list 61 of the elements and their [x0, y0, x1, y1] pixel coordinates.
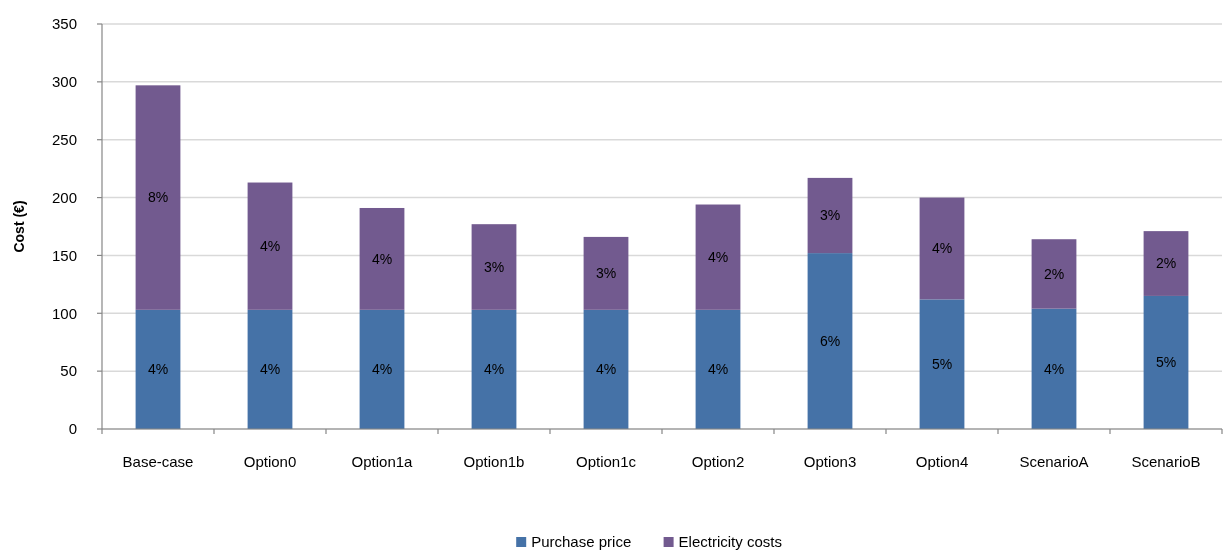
annotation: 4% [259, 238, 281, 255]
bar [135, 309, 181, 429]
bar [695, 204, 741, 310]
bar [1143, 231, 1189, 296]
x-tick-label: Base-case [122, 453, 194, 470]
bar [919, 197, 965, 300]
y-tick-label: 50 [60, 362, 77, 380]
annotation: 4% [483, 361, 505, 378]
y-axis-title: Cost (€) [11, 200, 27, 253]
bar [695, 309, 741, 429]
annotation: 4% [931, 240, 953, 257]
annotation: 4% [147, 361, 169, 378]
x-tick-label: Option1a [351, 453, 414, 470]
bar [1031, 308, 1077, 429]
annotation: 2% [1043, 265, 1065, 282]
bar [583, 309, 629, 429]
legend-label: Electricity costs [678, 533, 782, 550]
bar [359, 207, 405, 310]
annotation: 4% [259, 361, 281, 378]
x-tick-label: Option0 [243, 453, 297, 470]
bar [1143, 295, 1189, 429]
x-tick-label: Option1b [463, 453, 525, 470]
annotation: 5% [1155, 354, 1177, 371]
annotation: 6% [819, 332, 841, 349]
y-tick-label: 0 [68, 420, 77, 438]
x-tick-label: ScenarioB [1131, 453, 1201, 470]
y-tick-label: 200 [51, 188, 77, 206]
x-tick-label: Option3 [803, 453, 857, 470]
x-tick-label: ScenarioA [1019, 453, 1089, 470]
annotation: 4% [595, 361, 617, 378]
bar [247, 182, 293, 310]
bar [247, 309, 293, 429]
annotation: 4% [371, 250, 393, 267]
y-tick-label: 100 [51, 304, 77, 322]
x-tick-label: Option4 [915, 453, 969, 470]
bar [471, 309, 517, 429]
y-tick-label: 350 [51, 15, 77, 33]
annotation: 3% [595, 265, 617, 282]
x-tick-label: Option1c [575, 453, 637, 470]
annotation: 3% [819, 207, 841, 224]
annotation: 4% [707, 249, 729, 266]
annotation: 4% [707, 361, 729, 378]
legend-label: Purchase price [531, 533, 632, 550]
bar [471, 224, 517, 310]
annotation: 4% [371, 361, 393, 378]
annotation: 5% [931, 356, 953, 373]
bar [807, 253, 853, 429]
y-tick-label: 150 [51, 246, 77, 264]
bar [807, 177, 853, 254]
y-tick-label: 250 [51, 130, 77, 148]
annotation: 4% [1043, 360, 1065, 377]
bar [135, 85, 181, 310]
x-tick-label: Option2 [691, 453, 745, 470]
annotation: 2% [1155, 255, 1177, 272]
bar [583, 236, 629, 310]
annotation: 3% [483, 258, 505, 275]
bar [919, 299, 965, 429]
bar [1031, 239, 1077, 309]
y-tick-label: 300 [51, 73, 77, 91]
annotation: 8% [147, 189, 169, 206]
bar [359, 309, 405, 429]
